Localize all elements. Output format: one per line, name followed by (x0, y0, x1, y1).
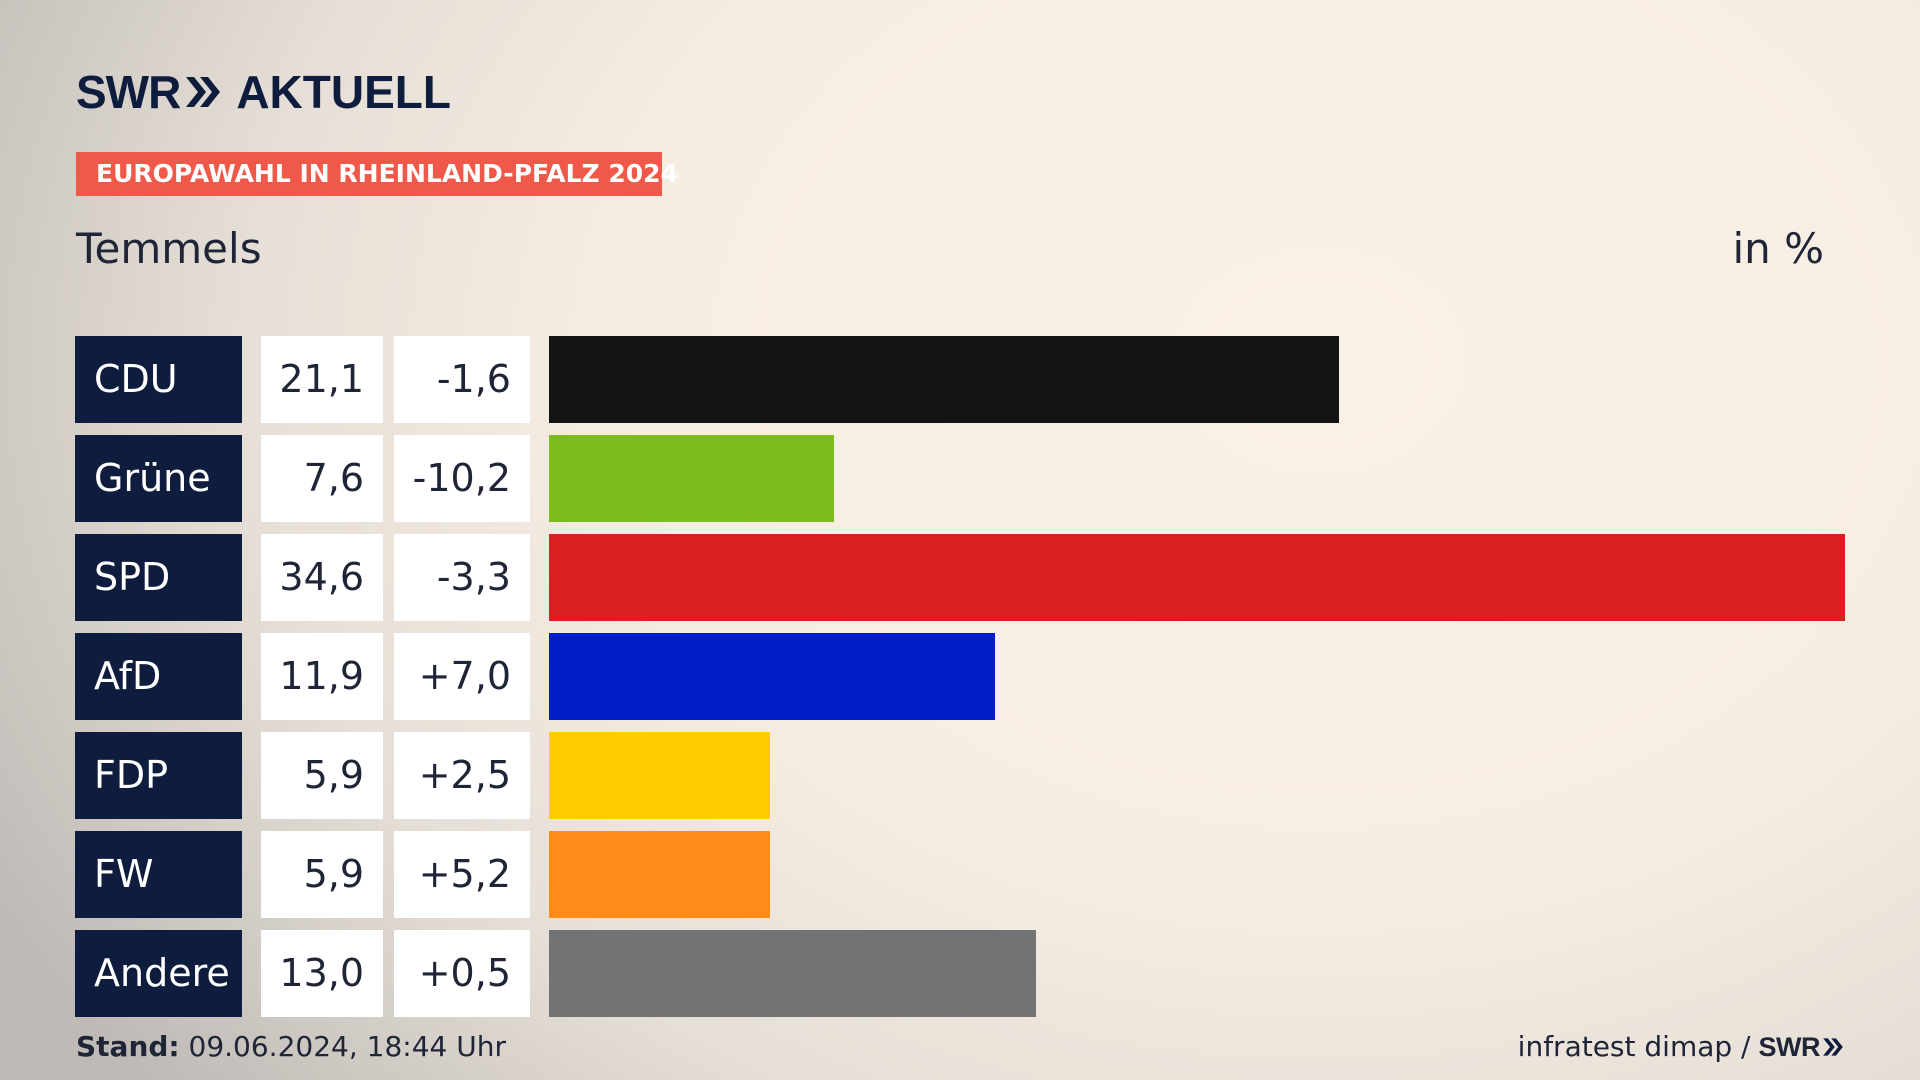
result-row: FW 5,9 +5,2 (75, 831, 1845, 918)
logo-swr-text: SWR (76, 66, 181, 118)
party-label: Andere (75, 930, 242, 1017)
swr-aktuell-logo: SWR AKTUELL (76, 66, 451, 118)
source-swr-text: SWR (1758, 1032, 1821, 1062)
party-label: FDP (75, 732, 242, 819)
result-row: AfD 11,9 +7,0 (75, 633, 1845, 720)
result-bar (549, 831, 770, 918)
logo-aktuell-text: AKTUELL (236, 66, 451, 118)
party-label: CDU (75, 336, 242, 423)
share-value: 13,0 (261, 930, 383, 1017)
source-text: infratest dimap / (1517, 1030, 1751, 1063)
share-value: 5,9 (261, 732, 383, 819)
change-value: -10,2 (394, 435, 530, 522)
stand-value: 09.06.2024, 18:44 Uhr (179, 1030, 506, 1063)
double-chevron-icon (186, 77, 221, 107)
result-row: SPD 34,6 -3,3 (75, 534, 1845, 621)
double-chevron-small-icon (1823, 1038, 1843, 1056)
timestamp: Stand: 09.06.2024, 18:44 Uhr (76, 1030, 506, 1064)
result-bar (549, 435, 834, 522)
place-title: Temmels (76, 224, 262, 273)
change-value: +2,5 (394, 732, 530, 819)
change-value: -1,6 (394, 336, 530, 423)
election-tagline: EUROPAWAHL IN RHEINLAND-PFALZ 2024 (76, 152, 678, 196)
source-credit: infratest dimap / SWR (1518, 1030, 1844, 1064)
party-label: Grüne (75, 435, 242, 522)
share-value: 34,6 (261, 534, 383, 621)
change-value: +5,2 (394, 831, 530, 918)
share-value: 21,1 (261, 336, 383, 423)
result-bar (549, 633, 995, 720)
share-value: 5,9 (261, 831, 383, 918)
change-value: -3,3 (394, 534, 530, 621)
party-label: AfD (75, 633, 242, 720)
result-bar (549, 534, 1845, 621)
result-bar (549, 732, 770, 819)
result-row: Andere 13,0 +0,5 (75, 930, 1845, 1017)
share-value: 11,9 (261, 633, 383, 720)
result-row: FDP 5,9 +2,5 (75, 732, 1845, 819)
party-label: SPD (75, 534, 242, 621)
party-label: FW (75, 831, 242, 918)
stand-label: Stand: (76, 1030, 180, 1063)
share-value: 7,6 (261, 435, 383, 522)
result-row: Grüne 7,6 -10,2 (75, 435, 1845, 522)
result-bar (549, 336, 1339, 423)
result-bar (549, 930, 1036, 1017)
change-value: +0,5 (394, 930, 530, 1017)
unit-label: in % (1732, 224, 1824, 273)
change-value: +7,0 (394, 633, 530, 720)
result-row: CDU 21,1 -1,6 (75, 336, 1845, 423)
